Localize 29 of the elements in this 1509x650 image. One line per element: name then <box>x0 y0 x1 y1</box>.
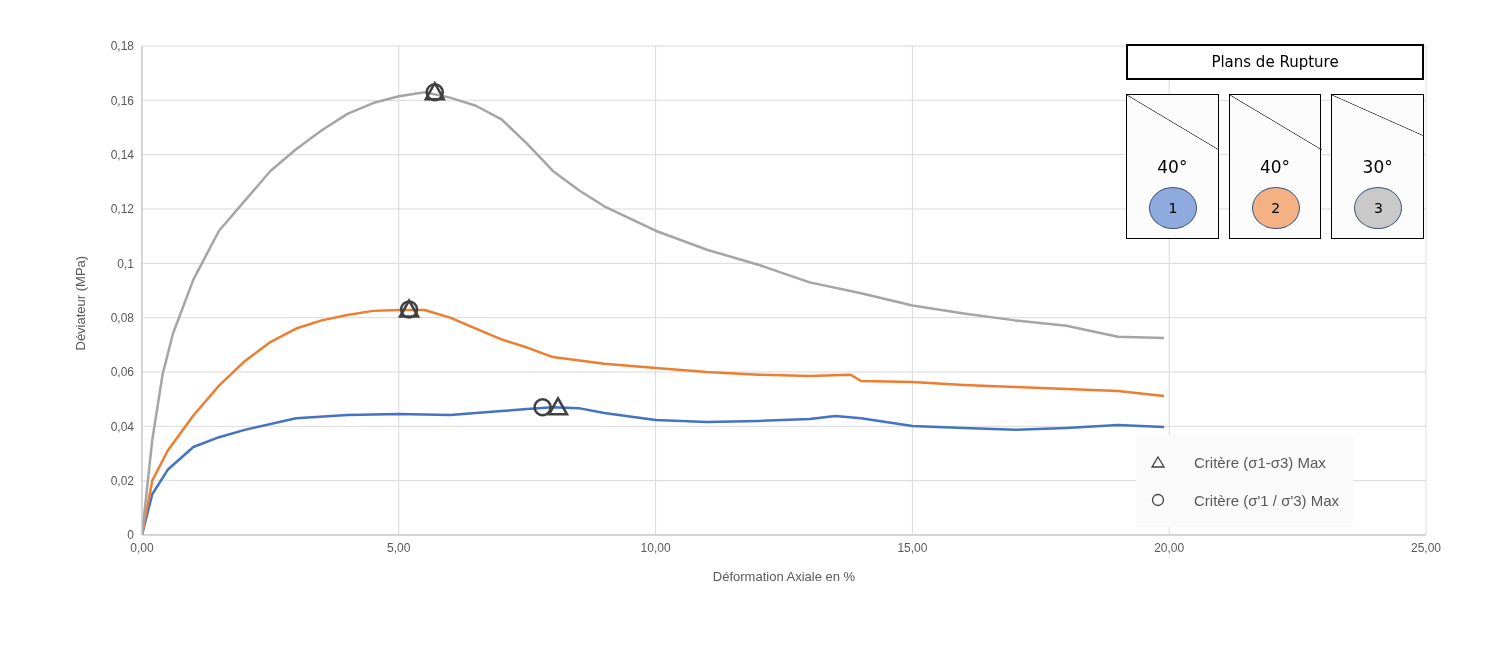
x-tick-label: 25,00 <box>1410 540 1442 555</box>
annotation: 2 <box>1251 187 1300 229</box>
point <box>533 398 552 417</box>
y-tick-label: 0,06 <box>110 365 135 380</box>
y-tick-label: 0,02 <box>110 473 135 488</box>
y-tick-label: 0,08 <box>110 310 135 325</box>
y-tick-label: 0,14 <box>110 147 135 162</box>
y-tick-label: 0,16 <box>110 93 135 108</box>
y-tick-label: 0,12 <box>110 202 135 217</box>
x-tick-label: 20,00 <box>1154 540 1185 555</box>
annotation: 30° <box>1361 157 1394 177</box>
point <box>547 397 569 416</box>
x-tick-label: 0,00 <box>130 540 154 555</box>
legend-label: Critère (σ'1 / σ'3) Max <box>1194 491 1340 509</box>
legend-label: Critère (σ1-σ3) Max <box>1194 453 1326 471</box>
y-tick-label: 0,1 <box>117 256 135 271</box>
annotation: 1 <box>1149 187 1197 229</box>
annotation: 3 <box>1354 187 1403 229</box>
x-axis-title: Déformation Axiale en % <box>712 569 856 584</box>
x-tick-label: 15,00 <box>897 540 928 555</box>
annotation: 40° <box>1258 157 1292 177</box>
y-tick-label: 0,04 <box>110 419 135 434</box>
annotation: 40° <box>1156 157 1189 177</box>
y-tick-label: 0 <box>127 528 135 543</box>
x-tick-label: 10,00 <box>640 540 671 555</box>
y-axis-title: Déviateur (MPa) <box>72 255 88 351</box>
annotation: Plans de Rupture <box>1126 44 1424 80</box>
x-tick-label: 5,00 <box>387 540 411 555</box>
y-tick-label: 0,18 <box>110 39 135 54</box>
